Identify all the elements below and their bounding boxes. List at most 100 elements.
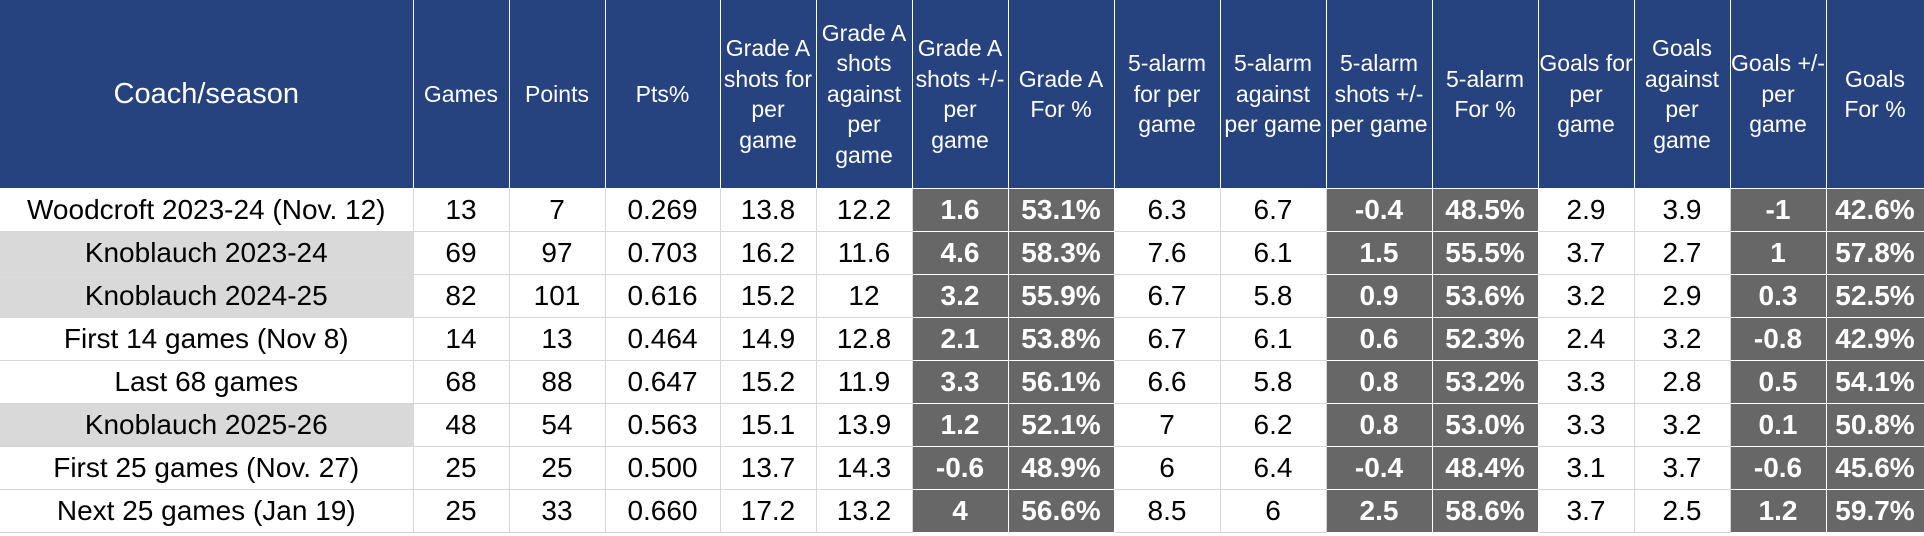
column-header-five-alarm-for: 5-alarm for per game: [1114, 0, 1221, 189]
cell-points: 25: [509, 446, 606, 490]
row-label-cell: First 25 games (Nov. 27): [0, 446, 414, 490]
cell-goals-for: 3.1: [1538, 446, 1635, 490]
cell-grade-a-plus-minus: 4.6: [912, 231, 1009, 275]
cell-pts-pct: 0.269: [605, 188, 721, 232]
cell-games: 13: [413, 188, 510, 232]
cell-five-alarm-plus-minus: 2.5: [1326, 489, 1433, 533]
column-header-five-alarm-against: 5-alarm against per game: [1220, 0, 1327, 189]
table-row: Woodcroft 2023-24 (Nov. 12) 13 7 0.269 13.8 1…: [0, 188, 1924, 232]
cell-goals-for-pct: 45.6%: [1826, 446, 1924, 490]
cell-grade-a-for: 15.2: [720, 360, 817, 404]
cell-pts-pct: 0.464: [605, 317, 721, 361]
cell-points: 97: [509, 231, 606, 275]
table-row: Knoblauch 2024-25 82 101 0.616 15.2 12 3.2 55.9…: [0, 274, 1924, 318]
column-header-goals-plus-minus: Goals +/- per game: [1730, 0, 1827, 189]
cell-goals-against: 2.9: [1634, 274, 1731, 318]
cell-five-alarm-plus-minus: 0.8: [1326, 403, 1433, 447]
cell-goals-against: 2.8: [1634, 360, 1731, 404]
cell-pts-pct: 0.647: [605, 360, 721, 404]
cell-grade-a-against: 11.6: [816, 231, 913, 275]
cell-grade-a-against: 12: [816, 274, 913, 318]
table-row: First 25 games (Nov. 27) 25 25 0.500 13.7 14.…: [0, 446, 1924, 490]
cell-five-alarm-against: 6.2: [1220, 403, 1327, 447]
cell-goals-for: 2.9: [1538, 188, 1635, 232]
cell-five-alarm-plus-minus: -0.4: [1326, 188, 1433, 232]
cell-goals-plus-minus: 1: [1730, 231, 1827, 275]
cell-five-alarm-plus-minus: 0.6: [1326, 317, 1433, 361]
cell-grade-a-plus-minus: 3.2: [912, 274, 1009, 318]
cell-grade-a-for: 14.9: [720, 317, 817, 361]
row-label-cell: Knoblauch 2023-24: [0, 231, 414, 275]
table-body: Woodcroft 2023-24 (Nov. 12) 13 7 0.269 13.8 1…: [0, 188, 1924, 533]
cell-goals-plus-minus: 0.1: [1730, 403, 1827, 447]
column-header-grade-a-for: Grade A shots for per game: [720, 0, 817, 189]
cell-five-alarm-for-pct: 53.0%: [1432, 403, 1539, 447]
cell-games: 82: [413, 274, 510, 318]
cell-goals-for-pct: 54.1%: [1826, 360, 1924, 404]
table-row: Next 25 games (Jan 19) 25 33 0.660 17.2 13.2 4…: [0, 489, 1924, 533]
column-header-grade-a-for-pct: Grade A For %: [1008, 0, 1115, 189]
cell-grade-a-against: 13.9: [816, 403, 913, 447]
column-header-goals-against: Goals against per game: [1634, 0, 1731, 189]
cell-points: 33: [509, 489, 606, 533]
cell-goals-for: 3.3: [1538, 403, 1635, 447]
cell-goals-against: 3.7: [1634, 446, 1731, 490]
cell-goals-for: 3.2: [1538, 274, 1635, 318]
cell-grade-a-for: 17.2: [720, 489, 817, 533]
cell-grade-a-for: 15.1: [720, 403, 817, 447]
cell-goals-for: 3.7: [1538, 489, 1635, 533]
cell-games: 25: [413, 446, 510, 490]
cell-five-alarm-plus-minus: 1.5: [1326, 231, 1433, 275]
cell-five-alarm-against: 5.8: [1220, 274, 1327, 318]
cell-goals-against: 3.2: [1634, 403, 1731, 447]
cell-five-alarm-plus-minus: 0.8: [1326, 360, 1433, 404]
cell-grade-a-for-pct: 53.8%: [1008, 317, 1115, 361]
column-header-grade-a-plus-minus: Grade A shots +/- per game: [912, 0, 1009, 189]
cell-points: 88: [509, 360, 606, 404]
cell-grade-a-for-pct: 56.1%: [1008, 360, 1115, 404]
cell-points: 54: [509, 403, 606, 447]
table-row: Knoblauch 2025-26 48 54 0.563 15.1 13.9 1.2 52.…: [0, 403, 1924, 447]
cell-goals-plus-minus: -1: [1730, 188, 1827, 232]
cell-grade-a-for-pct: 56.6%: [1008, 489, 1115, 533]
row-label-cell: Woodcroft 2023-24 (Nov. 12): [0, 188, 414, 232]
cell-grade-a-against: 11.9: [816, 360, 913, 404]
cell-five-alarm-for: 6.7: [1114, 317, 1221, 361]
cell-five-alarm-against: 6.1: [1220, 317, 1327, 361]
cell-five-alarm-against: 5.8: [1220, 360, 1327, 404]
table-row: Last 68 games 68 88 0.647 15.2 11.9 3.3 56.1% 6.…: [0, 360, 1924, 404]
cell-five-alarm-for: 6.6: [1114, 360, 1221, 404]
cell-goals-for-pct: 42.6%: [1826, 188, 1924, 232]
header-row: Coach/season Games Points Pts% Grade A s…: [0, 0, 1924, 189]
cell-grade-a-for-pct: 53.1%: [1008, 188, 1115, 232]
cell-five-alarm-for-pct: 52.3%: [1432, 317, 1539, 361]
cell-grade-a-against: 12.8: [816, 317, 913, 361]
table-row: Knoblauch 2023-24 69 97 0.703 16.2 11.6 4.6 58.…: [0, 231, 1924, 275]
column-header-games: Games: [413, 0, 510, 189]
cell-grade-a-for: 15.2: [720, 274, 817, 318]
cell-goals-against: 2.7: [1634, 231, 1731, 275]
cell-grade-a-for: 13.8: [720, 188, 817, 232]
cell-goals-plus-minus: 0.3: [1730, 274, 1827, 318]
cell-five-alarm-for-pct: 55.5%: [1432, 231, 1539, 275]
cell-grade-a-against: 14.3: [816, 446, 913, 490]
cell-grade-a-for-pct: 58.3%: [1008, 231, 1115, 275]
cell-five-alarm-for: 6.3: [1114, 188, 1221, 232]
cell-five-alarm-for: 6: [1114, 446, 1221, 490]
cell-points: 7: [509, 188, 606, 232]
cell-grade-a-against: 13.2: [816, 489, 913, 533]
cell-pts-pct: 0.703: [605, 231, 721, 275]
cell-games: 69: [413, 231, 510, 275]
cell-games: 14: [413, 317, 510, 361]
cell-grade-a-for-pct: 52.1%: [1008, 403, 1115, 447]
cell-goals-against: 2.5: [1634, 489, 1731, 533]
cell-goals-for: 3.7: [1538, 231, 1635, 275]
cell-pts-pct: 0.500: [605, 446, 721, 490]
cell-five-alarm-for-pct: 53.6%: [1432, 274, 1539, 318]
cell-goals-plus-minus: 0.5: [1730, 360, 1827, 404]
cell-five-alarm-plus-minus: 0.9: [1326, 274, 1433, 318]
row-label-cell: Knoblauch 2025-26: [0, 403, 414, 447]
column-header-five-alarm-for-pct: 5-alarm For %: [1432, 0, 1539, 189]
cell-five-alarm-for-pct: 58.6%: [1432, 489, 1539, 533]
